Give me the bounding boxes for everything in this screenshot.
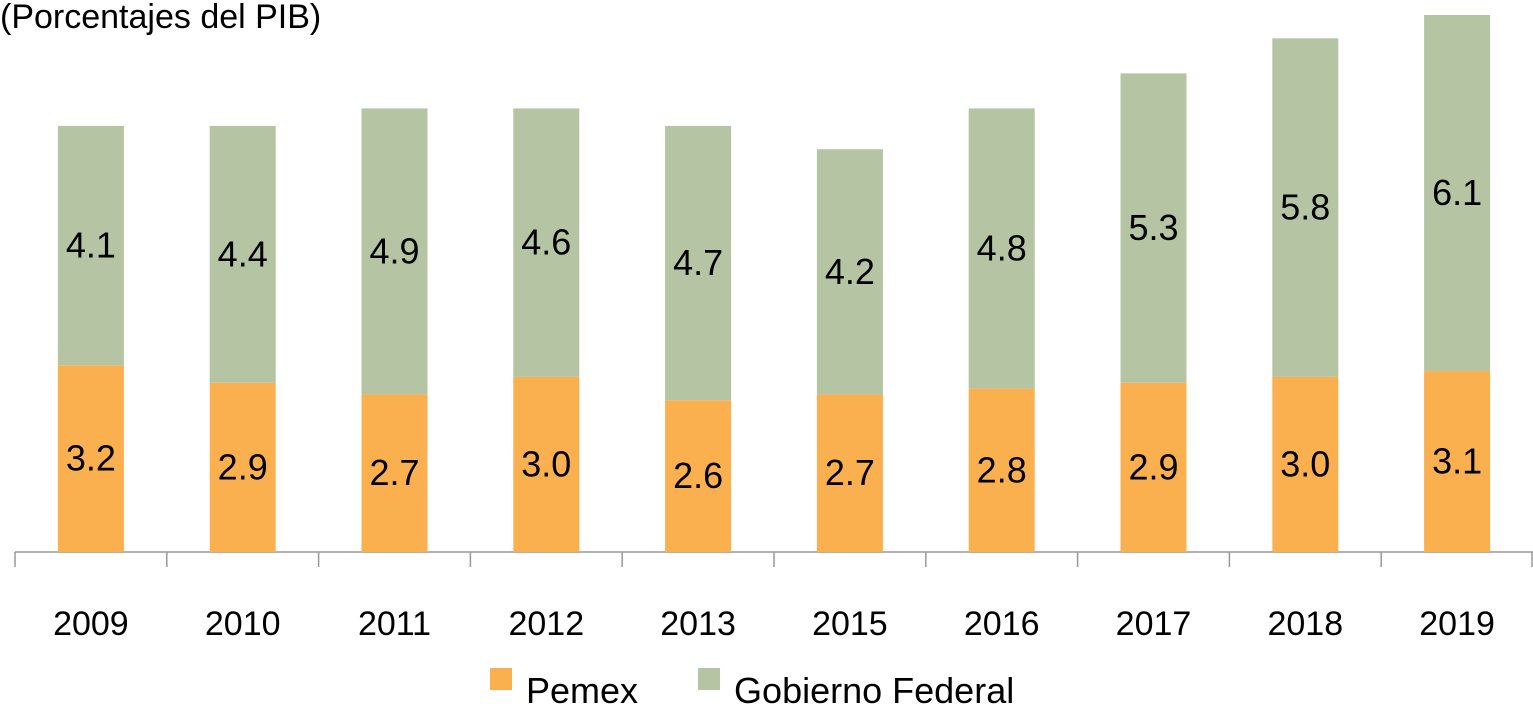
data-label: 2.7 (369, 452, 419, 493)
x-tick-label: 2009 (53, 605, 129, 643)
data-label: 5.8 (1280, 187, 1330, 228)
x-tick-label: 2011 (358, 605, 431, 643)
data-label: 6.1 (1432, 172, 1482, 213)
bar-segment (1424, 371, 1491, 552)
data-label: 2.9 (218, 446, 268, 487)
data-label: 3.1 (1432, 441, 1482, 482)
bar-segment (968, 108, 1035, 389)
data-label: 4.4 (218, 233, 268, 274)
x-tick-label: 2013 (660, 605, 736, 643)
data-label: 2.7 (825, 452, 875, 493)
bar-segment (1424, 15, 1491, 372)
bar-segment (209, 125, 276, 383)
bar-segment (209, 382, 276, 552)
data-label: 4.1 (66, 225, 116, 266)
data-label: 4.6 (521, 222, 571, 263)
bar-segment (361, 108, 428, 395)
bar-segment (816, 149, 883, 395)
x-tick-label: 2012 (508, 605, 584, 643)
data-label: 4.9 (369, 230, 419, 271)
data-label: 2.9 (1128, 446, 1178, 487)
data-label: 2.8 (977, 449, 1027, 490)
bar-segment (968, 388, 1035, 552)
data-label: 4.2 (825, 251, 875, 292)
bar-segment (57, 125, 124, 366)
chart-title: (Porcentajes del PIB) (0, 0, 321, 36)
data-label: 2.6 (673, 455, 723, 496)
data-label: 4.8 (977, 227, 1027, 268)
legend-swatch (698, 668, 721, 690)
bar-segment (513, 108, 580, 377)
bar-segment (1120, 73, 1187, 383)
bar-segment (1272, 38, 1339, 377)
legend-label: Pemex (526, 670, 638, 711)
data-label: 3.2 (66, 438, 116, 479)
x-tick-label: 2018 (1267, 605, 1343, 643)
x-tick-label: 2016 (964, 605, 1040, 643)
data-label: 3.0 (1280, 443, 1330, 484)
bar-segment (361, 394, 428, 552)
bar-segment (665, 400, 732, 552)
x-tick-label: 2017 (1116, 605, 1192, 643)
data-label: 5.3 (1128, 207, 1178, 248)
bar-segment (665, 125, 732, 401)
bar-segment (513, 376, 580, 552)
bar-segment (816, 394, 883, 552)
bar-segment (1272, 376, 1339, 552)
legend-swatch (490, 668, 512, 690)
data-label: 4.7 (673, 242, 723, 283)
x-tick-label: 2019 (1419, 605, 1495, 643)
bar-segment (1120, 382, 1187, 552)
data-label: 3.0 (521, 443, 571, 484)
x-tick-label: 2010 (205, 605, 281, 643)
legend-label: Gobierno Federal (734, 670, 1014, 711)
x-tick-label: 2015 (812, 605, 888, 643)
bar-segment (57, 365, 124, 552)
